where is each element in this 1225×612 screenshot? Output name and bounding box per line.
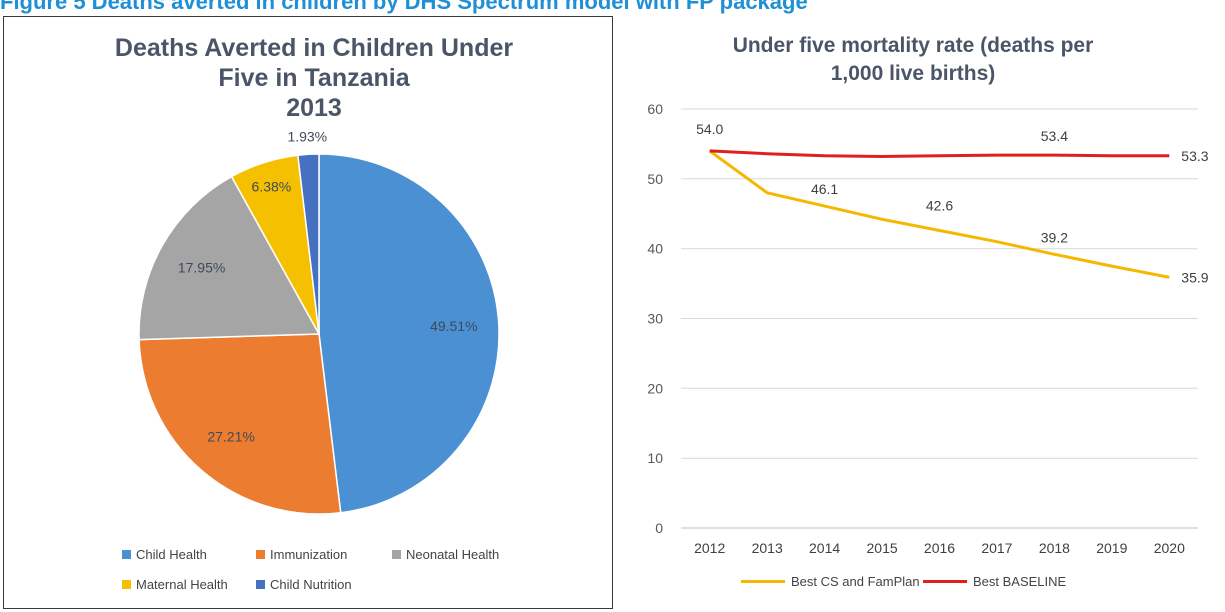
y-tick-label: 50 [647,171,663,187]
pie-data-label-immunization: 27.21% [207,428,254,444]
pie-data-label-child-nutrition: 1.93% [287,128,327,144]
line-chart-panel: Under five mortality rate (deaths per 1,… [613,16,1222,607]
pie-chart: 49.51% 27.21% 17.95% 6.38% 1.93% [138,128,500,515]
series-line-best-cs-and-famplan [708,149,1170,279]
line-title-line-1: Under five mortality rate (deaths per [732,34,1094,57]
pie-slice-immunization [138,333,342,515]
line-title-line-2: 1,000 live births) [830,62,996,85]
pie-chart-title: Deaths Averted in Children Under Five in… [44,33,584,123]
x-tick-label: 2019 [1096,540,1127,556]
figure-title: Figure 5 Deaths averted in children by D… [0,0,808,14]
pie-data-label-child-health: 49.51% [430,318,477,334]
series-line-best-baseline [709,149,1170,158]
pie-data-label-maternal-health: 6.38% [252,179,292,195]
pie-title-line-2: Five in Tanzania [218,64,410,92]
data-label-best-cs-and-famplan: 46.1 [811,181,838,197]
pie-data-label-neonatal-health: 17.95% [178,259,225,275]
data-label-best-baseline: 53.4 [1041,128,1068,144]
line-chart-title: Under five mortality rate (deaths per 1,… [653,32,1173,88]
x-tick-label: 2020 [1154,540,1185,556]
line-chart: 0 10 20 30 40 50 60 2012 2013 2014 2015 2016 2017 201… [647,101,1208,556]
y-tick-label: 30 [647,311,663,327]
x-tick-label: 2016 [924,540,955,556]
x-tick-label: 2015 [867,540,898,556]
pie-chart-panel: Deaths Averted in Children Under Five in… [3,16,613,609]
y-tick-label: 10 [647,450,663,466]
data-label-best-cs-and-famplan: 42.6 [926,198,953,214]
pie-slice-child-nutrition [297,153,320,335]
pie-slice-neonatal-health [138,175,321,341]
x-tick-label: 2017 [981,540,1012,556]
pie-title-line-1: Deaths Averted in Children Under [114,34,514,62]
x-tick-label: 2014 [809,540,840,556]
y-tick-label: 40 [647,241,663,257]
data-label-best-cs-and-famplan: 54.0 [696,121,723,137]
y-tick-label: 20 [647,380,663,396]
data-label-best-cs-and-famplan: 35.9 [1181,269,1208,285]
pie-title-line-3: 2013 [286,94,342,122]
x-tick-label: 2013 [752,540,783,556]
y-tick-label: 60 [647,101,663,117]
data-label-best-cs-and-famplan: 39.2 [1041,229,1068,245]
data-label-best-baseline: 53.3 [1181,148,1208,164]
y-tick-label: 0 [655,520,663,536]
pie-slice-child-health [318,153,500,514]
x-tick-label: 2018 [1039,540,1070,556]
x-tick-label: 2012 [694,540,725,556]
